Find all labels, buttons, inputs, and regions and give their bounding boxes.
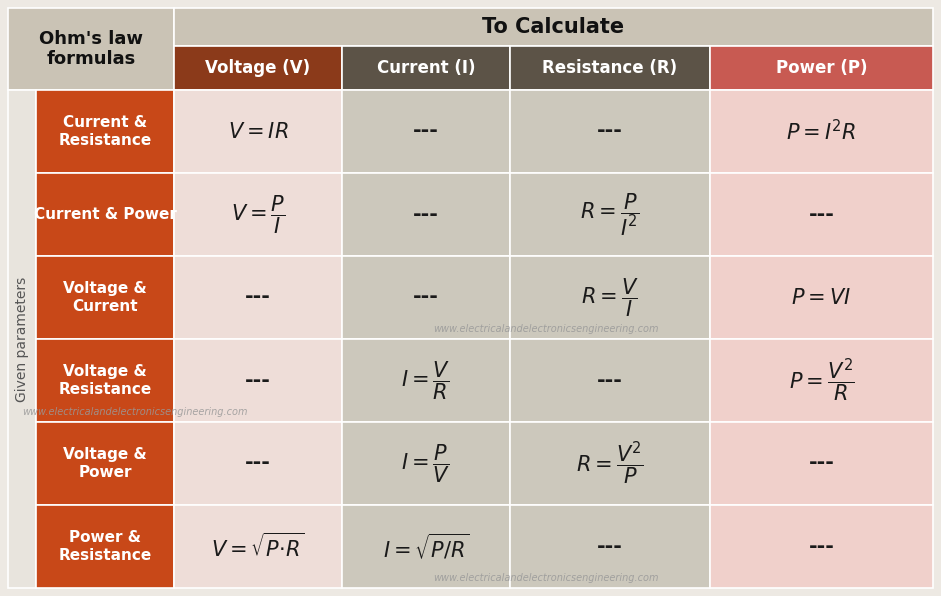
Text: ---: --- (808, 536, 835, 557)
Text: Current (I): Current (I) (376, 59, 475, 77)
Bar (342, 256, 510, 339)
Bar (510, 339, 710, 422)
Text: ---: --- (597, 122, 623, 141)
Bar (710, 422, 933, 505)
Text: Current & Power: Current & Power (34, 207, 177, 222)
Bar (342, 505, 510, 588)
Text: ---: --- (597, 371, 623, 390)
Text: ---: --- (245, 454, 271, 473)
Text: To Calculate: To Calculate (483, 17, 625, 37)
Bar (174, 8, 933, 46)
Text: ---: --- (597, 536, 623, 557)
Bar (174, 46, 342, 90)
Bar (174, 339, 342, 422)
Text: Voltage &
Current: Voltage & Current (63, 281, 147, 313)
Bar (710, 173, 933, 256)
Text: ---: --- (413, 122, 439, 141)
Bar (8, 90, 36, 588)
Text: $I = \dfrac{V}{R}$: $I = \dfrac{V}{R}$ (402, 359, 451, 402)
Text: $I = \dfrac{P}{V}$: $I = \dfrac{P}{V}$ (402, 442, 451, 485)
Text: www.electricalandelectronicsengineering.com: www.electricalandelectronicsengineering.… (23, 407, 247, 417)
Bar (510, 173, 710, 256)
Bar (36, 422, 174, 505)
Bar (174, 505, 342, 588)
Text: Given parameters: Given parameters (15, 277, 29, 402)
Text: $P = \dfrac{V^2}{R}$: $P = \dfrac{V^2}{R}$ (789, 356, 854, 404)
Text: $V = IR$: $V = IR$ (228, 122, 288, 141)
Bar (174, 256, 342, 339)
Text: www.electricalandelectronicsengineering.com: www.electricalandelectronicsengineering.… (433, 324, 659, 334)
Text: Power &
Resistance: Power & Resistance (58, 530, 152, 563)
Text: Voltage &
Power: Voltage & Power (63, 448, 147, 480)
Text: $R = \dfrac{P}{I^2}$: $R = \dfrac{P}{I^2}$ (581, 191, 640, 238)
Bar (510, 256, 710, 339)
Bar (510, 90, 710, 173)
Text: ---: --- (245, 371, 271, 390)
Text: $V = \sqrt{P{\cdot}R}$: $V = \sqrt{P{\cdot}R}$ (212, 532, 305, 561)
Text: $P = I^2R$: $P = I^2R$ (787, 119, 856, 144)
Bar (342, 90, 510, 173)
Text: ---: --- (413, 287, 439, 308)
Bar (36, 90, 174, 173)
Text: Voltage (V): Voltage (V) (205, 59, 311, 77)
Text: ---: --- (808, 454, 835, 473)
Bar (342, 46, 510, 90)
Text: $R = \dfrac{V}{I}$: $R = \dfrac{V}{I}$ (582, 276, 639, 319)
Text: Ohm's law
formulas: Ohm's law formulas (39, 30, 143, 69)
Text: $R = \dfrac{V^2}{P}$: $R = \dfrac{V^2}{P}$ (576, 440, 644, 488)
Text: $V = \dfrac{P}{I}$: $V = \dfrac{P}{I}$ (231, 193, 285, 236)
Text: Voltage &
Resistance: Voltage & Resistance (58, 364, 152, 397)
Bar (710, 46, 933, 90)
Text: ---: --- (413, 204, 439, 225)
Bar (710, 90, 933, 173)
Bar (510, 46, 710, 90)
Text: $I = \sqrt{P/R}$: $I = \sqrt{P/R}$ (383, 532, 470, 561)
Text: ---: --- (808, 204, 835, 225)
Bar (342, 173, 510, 256)
Bar (510, 422, 710, 505)
Bar (8, 8, 174, 90)
Bar (710, 256, 933, 339)
Text: www.electricalandelectronicsengineering.com: www.electricalandelectronicsengineering.… (433, 573, 659, 583)
Bar (36, 173, 174, 256)
Text: Resistance (R): Resistance (R) (542, 59, 678, 77)
Bar (36, 256, 174, 339)
Bar (710, 339, 933, 422)
Text: ---: --- (245, 287, 271, 308)
Text: Current &
Resistance: Current & Resistance (58, 115, 152, 148)
Bar (174, 422, 342, 505)
Text: Power (P): Power (P) (775, 59, 868, 77)
Bar (174, 173, 342, 256)
Bar (510, 505, 710, 588)
Bar (36, 505, 174, 588)
Bar (342, 339, 510, 422)
Bar (342, 422, 510, 505)
Text: $P = VI$: $P = VI$ (791, 287, 852, 308)
Bar (174, 90, 342, 173)
Bar (36, 339, 174, 422)
Bar (710, 505, 933, 588)
